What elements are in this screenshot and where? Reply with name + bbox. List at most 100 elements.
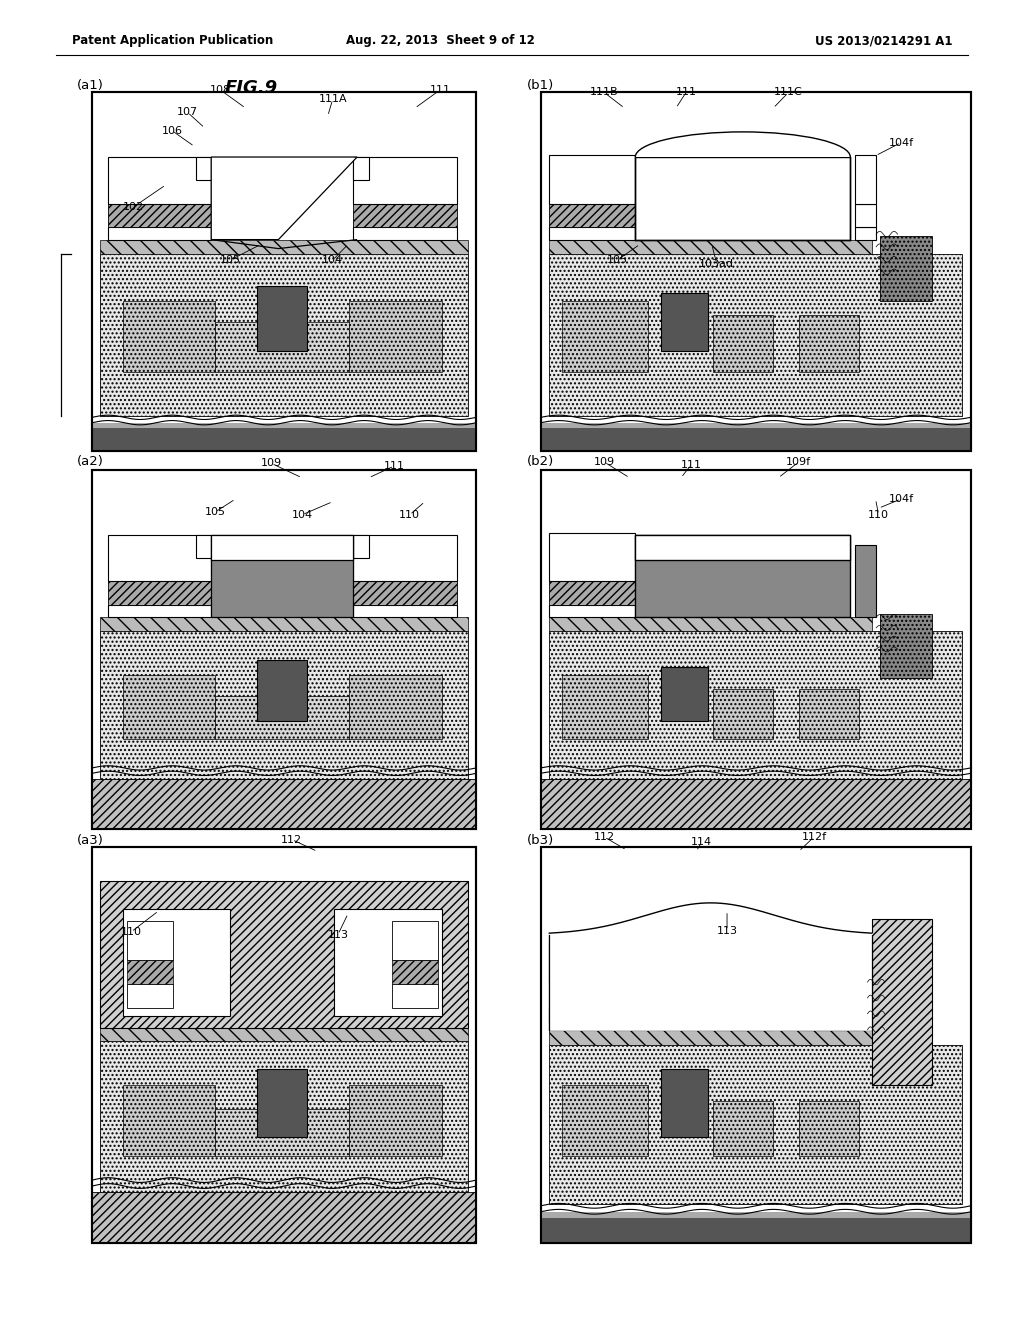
Text: 114: 114 (691, 837, 712, 847)
Bar (196, 157, 211, 181)
Bar (215, 322, 349, 372)
Text: 107: 107 (177, 107, 198, 117)
Bar (855, 203, 877, 227)
Bar (391, 961, 437, 985)
Bar (713, 315, 773, 372)
Bar (541, 428, 971, 451)
Text: US 2013/0214291 A1: US 2013/0214291 A1 (815, 34, 952, 48)
Bar (123, 301, 215, 372)
Bar (108, 203, 211, 227)
Bar (541, 779, 971, 829)
Bar (635, 132, 850, 157)
Bar (92, 847, 476, 1243)
Text: 113: 113 (328, 929, 348, 940)
Bar (196, 535, 211, 558)
Text: 104: 104 (292, 510, 312, 520)
Text: 111: 111 (384, 461, 404, 471)
Bar (92, 92, 476, 451)
Text: (b2): (b2) (527, 455, 555, 469)
Text: 110: 110 (121, 927, 141, 937)
Bar (127, 961, 173, 985)
Bar (541, 847, 971, 1243)
Bar (127, 983, 173, 1008)
Bar (391, 983, 437, 1008)
Bar (100, 1041, 469, 1192)
Bar (349, 675, 441, 739)
Bar (92, 847, 476, 1243)
Bar (108, 605, 211, 618)
Text: (a1): (a1) (77, 79, 103, 92)
Bar (549, 1045, 963, 1204)
Bar (549, 618, 871, 631)
Bar (215, 1109, 349, 1156)
Text: 109: 109 (261, 458, 282, 469)
Bar (562, 301, 648, 372)
Bar (662, 293, 709, 351)
Bar (662, 1069, 709, 1137)
Bar (92, 779, 476, 829)
Bar (549, 631, 963, 779)
Bar (549, 1008, 635, 1022)
Bar (881, 236, 932, 301)
Bar (123, 675, 215, 739)
Bar (549, 156, 635, 203)
Text: 111: 111 (681, 459, 701, 470)
Bar (92, 425, 476, 451)
Bar (100, 631, 469, 779)
Bar (549, 227, 635, 240)
Bar (349, 1085, 441, 1156)
Text: (b3): (b3) (527, 834, 555, 847)
Text: 111C: 111C (774, 87, 803, 98)
Bar (100, 240, 469, 253)
Bar (257, 660, 307, 721)
Bar (127, 921, 173, 961)
Bar (541, 92, 971, 451)
Bar (549, 253, 963, 416)
Bar (349, 301, 441, 372)
Text: 106: 106 (162, 125, 182, 136)
Text: 110: 110 (399, 510, 420, 520)
Text: 111B: 111B (590, 87, 618, 98)
Bar (541, 470, 971, 829)
Bar (713, 689, 773, 739)
Text: 105: 105 (607, 255, 628, 265)
Bar (100, 1027, 469, 1041)
Text: 104: 104 (323, 255, 343, 265)
Bar (855, 545, 877, 618)
Bar (635, 535, 850, 560)
Bar (334, 908, 441, 1016)
Bar (549, 581, 635, 605)
Text: 103ad: 103ad (699, 259, 734, 269)
Bar (92, 1192, 476, 1243)
Polygon shape (211, 157, 357, 240)
Text: 104f: 104f (889, 137, 913, 148)
Bar (108, 227, 211, 240)
Bar (353, 535, 369, 558)
Bar (353, 203, 457, 227)
Bar (353, 227, 457, 240)
Bar (353, 605, 457, 618)
Text: 112f: 112f (802, 832, 826, 842)
Bar (713, 950, 773, 1030)
Bar (108, 581, 211, 605)
Text: 102: 102 (123, 202, 143, 213)
Text: 113: 113 (717, 925, 737, 936)
Bar (100, 882, 469, 1027)
Bar (635, 157, 850, 240)
Bar (92, 92, 476, 451)
Bar (799, 950, 859, 1030)
Text: (b1): (b1) (527, 79, 555, 92)
Text: Aug. 22, 2013  Sheet 9 of 12: Aug. 22, 2013 Sheet 9 of 12 (346, 34, 535, 48)
Bar (108, 535, 211, 581)
Text: 108: 108 (210, 84, 230, 95)
Text: 112: 112 (282, 834, 302, 845)
Text: 104f: 104f (889, 494, 913, 504)
Bar (123, 1085, 215, 1156)
Text: 109f: 109f (786, 457, 811, 467)
Bar (541, 1212, 971, 1217)
Text: Patent Application Publication: Patent Application Publication (72, 34, 273, 48)
Bar (549, 203, 635, 227)
Bar (562, 675, 648, 739)
Bar (871, 919, 932, 1085)
Bar (353, 581, 457, 605)
